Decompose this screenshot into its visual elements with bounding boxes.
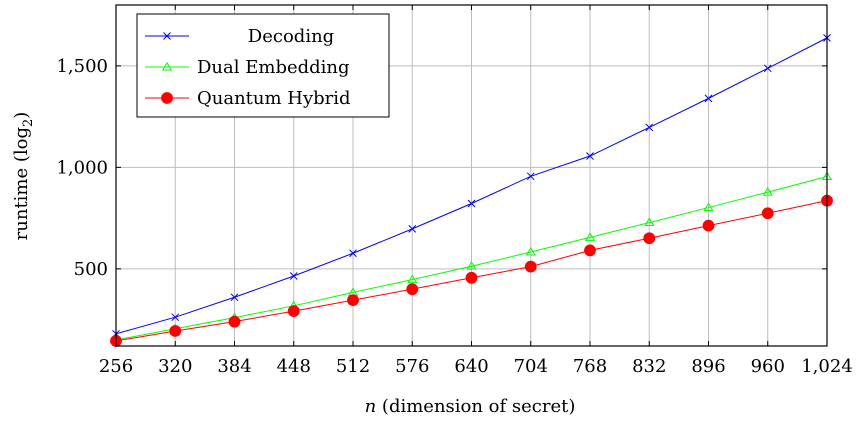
legend-label-decoding: Decoding [248, 26, 334, 47]
data-point-quantum-hybrid [288, 306, 299, 317]
data-point-quantum-hybrid [644, 233, 655, 244]
data-point-quantum-hybrid [170, 325, 181, 336]
data-point-quantum-hybrid [703, 220, 714, 231]
legend: Decoding Dual Embedding Quantum Hybrid [137, 14, 389, 117]
data-point-quantum-hybrid [407, 284, 418, 295]
x-tick-label: 704 [514, 356, 548, 377]
data-point-quantum-hybrid [229, 316, 240, 327]
data-point-quantum-hybrid [466, 272, 477, 283]
x-tick-label: 960 [751, 356, 785, 377]
x-tick-label: 512 [336, 356, 370, 377]
data-point-quantum-hybrid [585, 245, 596, 256]
x-tick-label: 832 [632, 356, 666, 377]
x-tick-label: 448 [277, 356, 311, 377]
y-axis-label-close: ) [11, 112, 32, 119]
x-tick-label: 576 [395, 356, 429, 377]
x-tick-label: 896 [691, 356, 725, 377]
x-tick-label: 256 [99, 356, 133, 377]
x-tick-label: 1,024 [801, 356, 853, 377]
data-point-quantum-hybrid [762, 208, 773, 219]
x-tick-label: 320 [158, 356, 192, 377]
y-axis-label-main: runtime (log [11, 127, 32, 240]
y-tick-label: 1,500 [56, 56, 108, 77]
legend-label-quantum-hybrid: Quantum Hybrid [197, 88, 351, 109]
legend-label-dual-embedding: Dual Embedding [197, 57, 350, 78]
x-axis-label-text: (dimension of secret) [376, 396, 575, 417]
x-tick-label: 384 [217, 356, 251, 377]
x-tick-label: 640 [454, 356, 488, 377]
data-point-quantum-hybrid [348, 295, 359, 306]
data-point-quantum-hybrid [525, 261, 536, 272]
y-tick-label: 500 [74, 259, 108, 280]
y-tick-label: 1,000 [56, 157, 108, 178]
x-axis-label-var: n [365, 396, 377, 417]
x-axis-label: n (dimension of secret) [365, 396, 576, 417]
y-axis-label-sub: 2 [21, 119, 36, 127]
data-point-legend-quantum-hybrid [162, 93, 173, 104]
y-axis-label: runtime (log2) [11, 112, 36, 241]
x-tick-label: 768 [573, 356, 607, 377]
